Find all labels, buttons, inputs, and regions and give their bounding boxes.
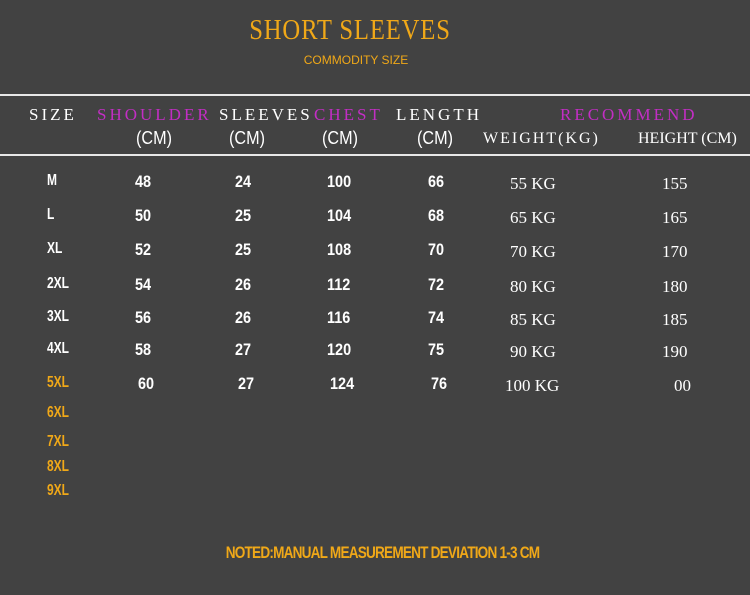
cell-chest: 108 [327, 240, 352, 259]
cell-length: 68 [428, 206, 445, 225]
cell-size: XL [47, 240, 63, 257]
divider [0, 154, 750, 156]
header-sleeves: SLEEVES [219, 105, 313, 124]
cell-size: 9XL [47, 482, 70, 499]
cell-size: 6XL [47, 404, 70, 421]
cell-size: 8XL [47, 458, 70, 475]
header-size: SIZE [29, 105, 77, 124]
cell-length: 75 [428, 340, 445, 359]
cell-sleeves: 27 [235, 340, 252, 359]
cell-height: 00 [674, 376, 691, 395]
cell-chest: 100 [327, 172, 352, 191]
cell-weight: 90 KG [510, 342, 556, 361]
cell-shoulder: 50 [135, 206, 152, 225]
cell-size: 4XL [47, 340, 70, 357]
cell-weight: 70 KG [510, 242, 556, 261]
cell-size: M [47, 172, 57, 189]
header-weight: WEIGHT(KG) [483, 130, 600, 147]
cell-shoulder: 58 [135, 340, 152, 359]
cell-size: 7XL [47, 433, 70, 450]
cell-height: 180 [662, 277, 688, 296]
cell-height: 190 [662, 342, 688, 361]
cell-weight: 65 KG [510, 208, 556, 227]
divider [0, 94, 750, 96]
unit-chest: (CM) [321, 128, 358, 148]
header-height: HEIGHT (CM) [638, 130, 737, 147]
cell-length: 66 [428, 172, 445, 191]
cell-height: 165 [662, 208, 688, 227]
header-length: LENGTH [396, 105, 482, 124]
cell-height: 170 [662, 242, 688, 261]
cell-sleeves: 25 [235, 240, 252, 259]
cell-shoulder: 56 [135, 308, 152, 327]
cell-length: 74 [428, 308, 445, 327]
cell-size: L [47, 206, 55, 223]
cell-shoulder: 60 [138, 374, 155, 393]
cell-sleeves: 26 [235, 308, 252, 327]
cell-size: 2XL [47, 275, 70, 292]
unit-length: (CM) [416, 128, 453, 148]
header-chest: CHEST [314, 105, 383, 124]
cell-shoulder: 48 [135, 172, 152, 191]
cell-chest: 120 [327, 340, 352, 359]
unit-shoulder: (CM) [135, 128, 172, 148]
cell-height: 155 [662, 174, 688, 193]
cell-chest: 124 [330, 374, 355, 393]
cell-sleeves: 25 [235, 206, 252, 225]
cell-height: 185 [662, 310, 688, 329]
header-shoulder: SHOULDER [97, 105, 212, 124]
header-recommend: RECOMMEND [560, 105, 698, 124]
cell-chest: 112 [327, 275, 351, 294]
cell-weight: 85 KG [510, 310, 556, 329]
subtitle: COMMODITY SIZE [303, 53, 409, 67]
cell-shoulder: 52 [135, 240, 152, 259]
cell-chest: 116 [327, 308, 351, 327]
cell-size: 5XL [47, 374, 70, 391]
cell-sleeves: 27 [238, 374, 255, 393]
cell-shoulder: 54 [135, 275, 152, 294]
measurement-note: NOTED:MANUAL MEASUREMENT DEVIATION 1-3 C… [225, 543, 540, 562]
cell-length: 70 [428, 240, 445, 259]
page-title: SHORT SLEEVES [249, 14, 451, 46]
cell-sleeves: 26 [235, 275, 252, 294]
cell-weight: 100 KG [505, 376, 560, 395]
cell-weight: 80 KG [510, 277, 556, 296]
cell-length: 72 [428, 275, 445, 294]
cell-sleeves: 24 [235, 172, 252, 191]
cell-chest: 104 [327, 206, 352, 225]
cell-size: 3XL [47, 308, 70, 325]
cell-weight: 55 KG [510, 174, 556, 193]
cell-length: 76 [431, 374, 448, 393]
unit-sleeves: (CM) [228, 128, 265, 148]
